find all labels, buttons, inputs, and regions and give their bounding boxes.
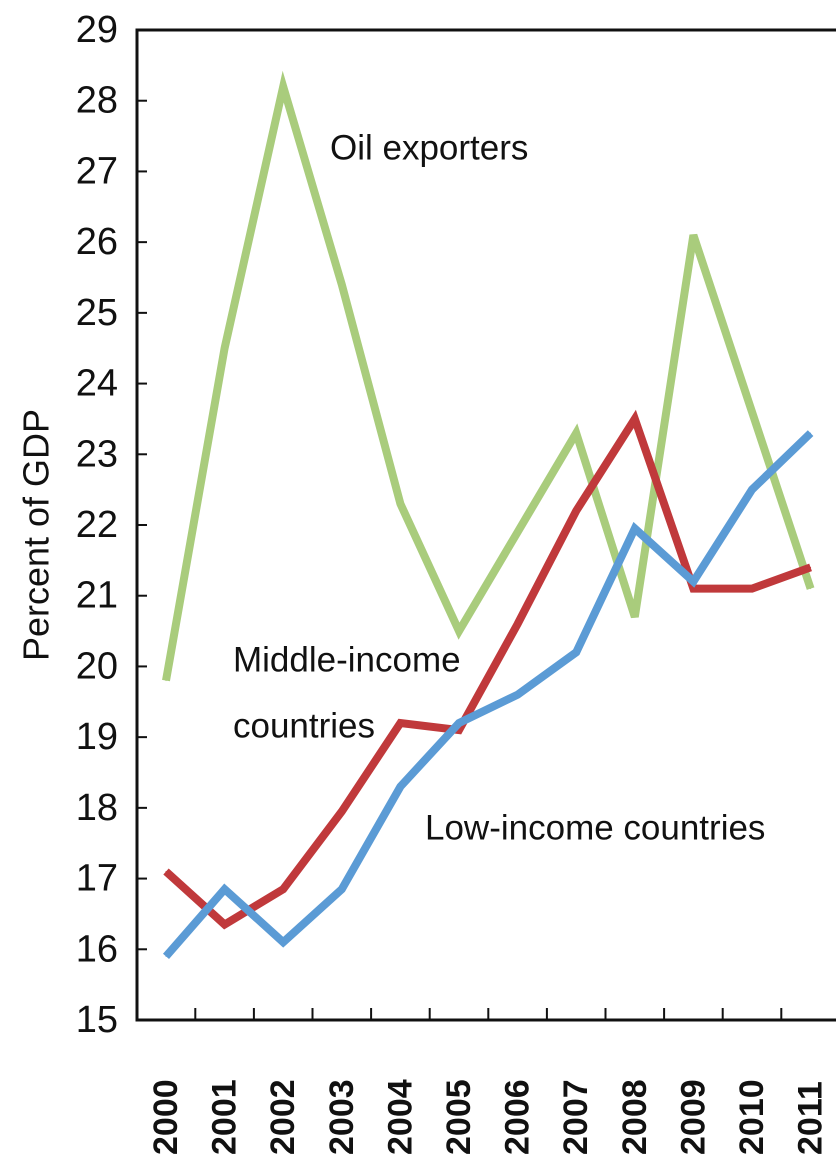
oil-exporters-point	[341, 284, 343, 286]
oil-exporters-point	[810, 588, 812, 590]
low-income-point	[517, 694, 519, 696]
y-axis-title: Percent of GDP	[16, 409, 57, 661]
middle-income-point	[458, 729, 460, 731]
oil-exporters-point	[458, 630, 460, 632]
y-tick-label: 15	[76, 999, 118, 1041]
y-tick-label: 16	[76, 928, 118, 970]
low-income-point	[458, 722, 460, 724]
x-tick-label: 2010	[733, 1079, 771, 1155]
y-tick-label: 28	[76, 80, 118, 122]
x-tick-label: 2001	[206, 1079, 244, 1155]
y-tick-label: 23	[76, 433, 118, 475]
y-tick-label: 18	[76, 787, 118, 829]
y-tick-label: 24	[76, 363, 118, 405]
y-tick-label: 25	[76, 292, 118, 334]
y-tick-label: 27	[76, 150, 118, 192]
low-income-point	[282, 941, 284, 943]
x-tick-label: 2009	[674, 1079, 712, 1155]
middle-income-point	[224, 924, 226, 926]
oil-exporters-point	[224, 347, 226, 349]
y-tick-label: 22	[76, 504, 118, 546]
oil-exporters-point	[282, 86, 284, 88]
oil-exporters-point	[634, 616, 636, 618]
middle-income-point	[517, 623, 519, 625]
x-tick-label: 2008	[616, 1079, 654, 1155]
low-income-point	[224, 888, 226, 890]
oil-exporters-label: Oil exporters	[330, 129, 528, 168]
middle-income-label-line2: countries	[233, 707, 375, 746]
y-tick-label: 17	[76, 858, 118, 900]
y-tick-label: 20	[76, 645, 118, 687]
oil-exporters-point	[751, 411, 753, 413]
oil-exporters-series-line	[162, 70, 815, 682]
low-income-point	[341, 888, 343, 890]
oil-exporters-point	[165, 680, 167, 682]
oil-exporters-point	[517, 531, 519, 533]
low-income-point	[165, 955, 167, 957]
x-tick-label: 2005	[440, 1079, 478, 1155]
middle-income-point	[634, 418, 636, 420]
low-income-point	[692, 581, 694, 583]
low-income-series-line	[162, 430, 814, 960]
x-tick-label: 2004	[381, 1079, 419, 1155]
middle-income-point	[575, 510, 577, 512]
middle-income-label: Middle-income	[233, 641, 461, 680]
low-income-point	[810, 432, 812, 434]
y-tick-label: 21	[76, 575, 118, 617]
low-income-point	[575, 651, 577, 653]
oil-exporters-point	[692, 234, 694, 236]
x-tick-label: 2003	[323, 1079, 361, 1155]
x-tick-label: 2011	[792, 1081, 830, 1155]
middle-income-point	[282, 888, 284, 890]
y-tick-label: 26	[76, 221, 118, 263]
low-income-point	[634, 528, 636, 530]
middle-income-point	[165, 871, 167, 872]
middle-income-point	[810, 566, 812, 568]
oil-exporters-point	[575, 432, 577, 434]
y-tick-label: 19	[76, 716, 118, 758]
oil-exporters-point	[399, 503, 401, 505]
x-tick-label: 2002	[264, 1079, 302, 1155]
low-income-point	[751, 489, 753, 491]
low-income-point	[399, 786, 401, 788]
x-tick-label: 2006	[499, 1079, 537, 1155]
middle-income-point	[751, 588, 753, 590]
middle-income-point	[692, 588, 694, 590]
low-income-label: Low-income countries	[425, 809, 765, 848]
middle-income-point	[399, 722, 401, 724]
middle-income-point	[341, 810, 343, 812]
x-tick-label: 2000	[147, 1079, 185, 1155]
y-tick-label: 29	[76, 9, 118, 51]
middle-income-series-line	[163, 409, 812, 930]
x-tick-label: 2007	[557, 1079, 595, 1155]
